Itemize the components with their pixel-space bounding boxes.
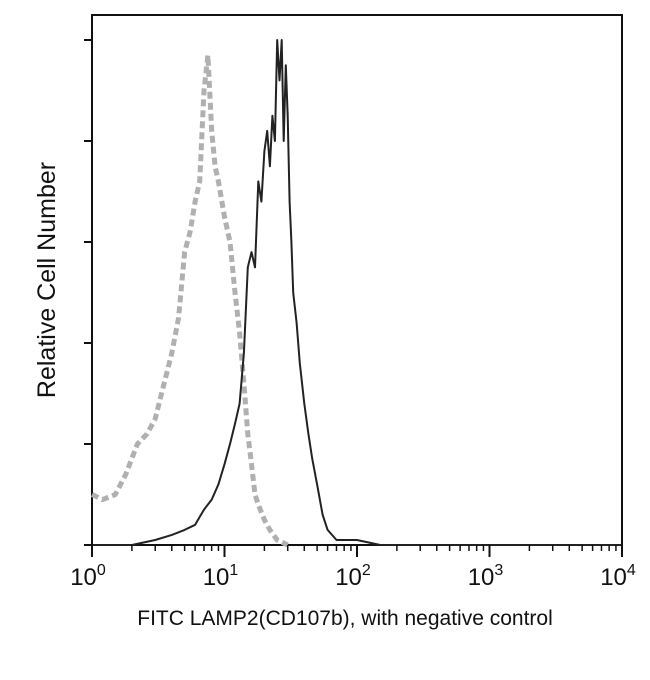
y-axis-label: Relative Cell Number xyxy=(33,162,61,398)
x-tick-label: 101 xyxy=(203,562,239,591)
plot-frame xyxy=(91,14,623,546)
series-layer xyxy=(90,39,622,548)
x-tick-label: 103 xyxy=(468,562,504,591)
x-tick-label: 104 xyxy=(600,562,636,591)
x-axis-label: FITC LAMP2(CD107b), with negative contro… xyxy=(137,607,553,630)
histogram-series-1 xyxy=(90,52,289,548)
histogram-series-2 xyxy=(92,39,622,546)
x-tick-label: 102 xyxy=(335,562,371,591)
x-axis-ticks: 100 101 102 103 104 xyxy=(70,545,636,591)
x-tick-label: 100 xyxy=(70,562,106,591)
